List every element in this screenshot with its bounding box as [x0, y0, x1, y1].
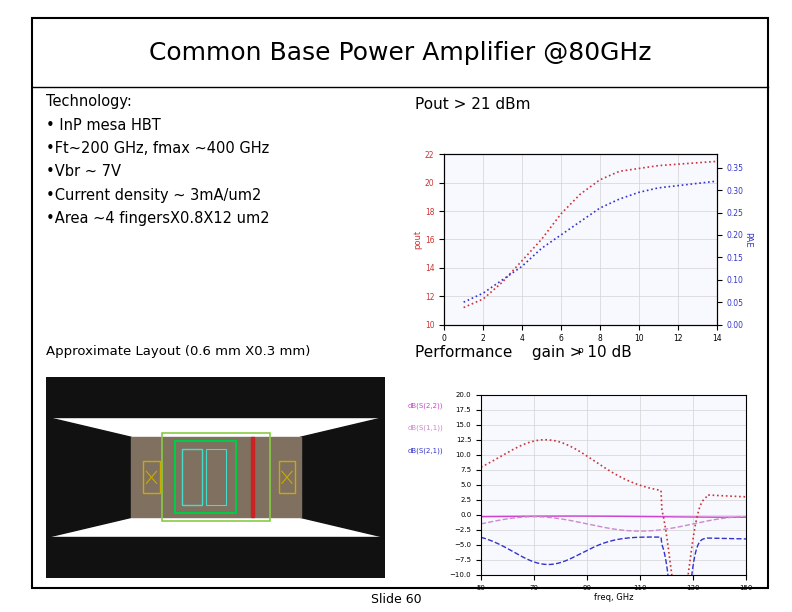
- Text: Common Base Power Amplifier @80GHz: Common Base Power Amplifier @80GHz: [149, 40, 651, 64]
- Text: dB(S(2,2)): dB(S(2,2)): [407, 402, 443, 409]
- Text: Slide 60: Slide 60: [371, 593, 421, 606]
- Text: dB(S(1,1)): dB(S(1,1)): [407, 425, 443, 431]
- Text: Approximate Layout (0.6 mm X0.3 mm): Approximate Layout (0.6 mm X0.3 mm): [47, 345, 310, 357]
- Y-axis label: PAE: PAE: [743, 231, 752, 247]
- Text: Pout > 21 dBm: Pout > 21 dBm: [415, 97, 530, 111]
- Text: Technology:
• InP mesa HBT
•Ft~200 GHz, fmax ~400 GHz
•Vbr ~ 7V
•Current density: Technology: • InP mesa HBT •Ft~200 GHz, …: [47, 94, 270, 226]
- Text: dB(S(2,1)): dB(S(2,1)): [407, 447, 443, 453]
- Text: Performance    gain > 10 dB: Performance gain > 10 dB: [415, 345, 631, 360]
